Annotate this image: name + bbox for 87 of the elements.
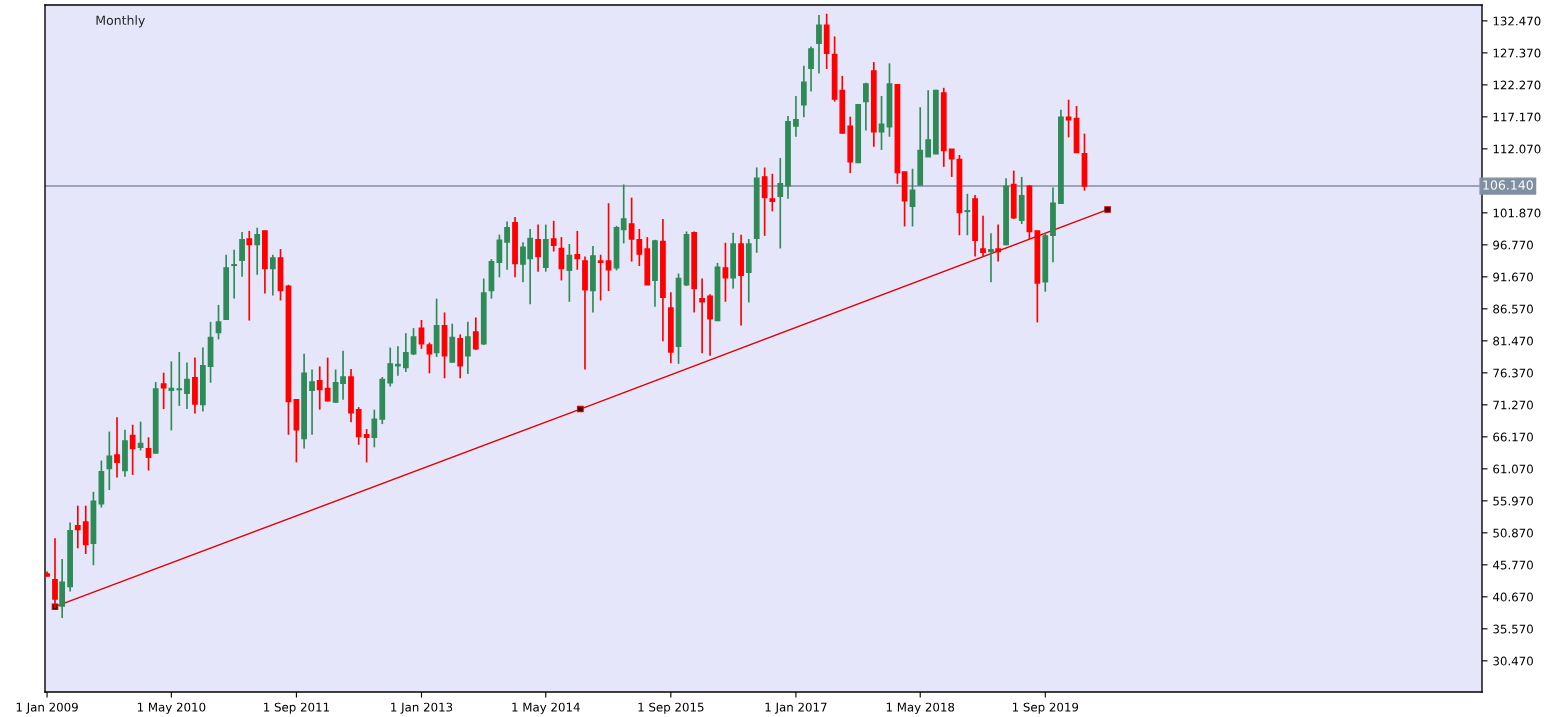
candlestick: [574, 230, 581, 271]
candlestick: [106, 430, 113, 491]
y-tick-label: 101.870: [1493, 208, 1541, 218]
candlestick: [402, 332, 409, 373]
candlestick: [426, 341, 433, 375]
candlestick: [948, 148, 955, 178]
candlestick: [464, 321, 471, 375]
candlestick: [761, 166, 768, 237]
candlestick: [114, 416, 120, 479]
point: [577, 405, 584, 413]
candlestick: [239, 231, 245, 278]
y-tick-label: 30.470: [1493, 656, 1533, 666]
candlestick: [246, 230, 253, 322]
candlestick: [980, 214, 986, 258]
x-tick-label: 1 Jan 2013: [391, 702, 453, 714]
candlestick: [82, 504, 89, 555]
candlestick: [769, 172, 776, 213]
y-tick-label: 86.570: [1493, 304, 1533, 314]
candlestick: [808, 45, 814, 93]
candlestick: [777, 157, 784, 250]
candlestick: [215, 304, 222, 341]
candlestick: [371, 408, 378, 449]
candlestick: [597, 253, 604, 302]
x-tick-label: 1 Sep 2019: [1012, 702, 1079, 714]
y-tick-label: 76.370: [1493, 368, 1533, 378]
point: [1104, 206, 1111, 213]
candlestick: [231, 248, 238, 300]
y-tick-label: 40.670: [1492, 592, 1533, 602]
y-tick-label: 132.470: [1493, 16, 1541, 26]
candlestick: [160, 371, 167, 410]
y-tick-label: 35.570: [1493, 624, 1533, 634]
candlestick: [722, 241, 729, 303]
candlestick: [964, 193, 971, 237]
candlestick: [925, 89, 932, 158]
candlestick: [699, 277, 705, 355]
x-tick-label: 1 Sep 2011: [264, 702, 329, 714]
y-tick-label: 71.270: [1493, 400, 1533, 410]
candlestick: [410, 327, 417, 356]
text: Monthly: [96, 15, 145, 28]
x-tick-label: 1 May 2014: [512, 702, 580, 714]
candlestick: [620, 183, 627, 245]
candlestick: [309, 368, 315, 436]
candlestick: [816, 14, 822, 75]
candlestick: [995, 223, 1002, 263]
y-tick-label: 96.770: [1493, 240, 1533, 250]
x-tick-label: 1 Jan 2017: [765, 702, 827, 714]
candlestick: [566, 243, 573, 303]
y-tick-label: 127.370: [1493, 48, 1541, 58]
y-tick-label: 91.670: [1493, 272, 1533, 282]
candlestick: [793, 95, 799, 138]
candlestick: [324, 356, 331, 403]
y-tick-label: 117.170: [1493, 112, 1541, 122]
candlestick: [550, 219, 557, 253]
y-tick-label: 66.170: [1493, 432, 1533, 442]
x-tick-label: 1 May 2010: [137, 702, 206, 714]
y-tick-label: 112.070: [1493, 144, 1541, 154]
y-tick-label: 122.270: [1493, 80, 1541, 90]
y-tick-label: 50.870: [1493, 528, 1533, 538]
candlestick: [184, 361, 190, 410]
candlestick: [254, 226, 261, 276]
candlestick: [129, 423, 136, 476]
candlestick: [395, 345, 401, 377]
y-tick-label: 81.470: [1493, 336, 1533, 346]
y-tick-label: 45.770: [1492, 560, 1533, 570]
candlestick: [363, 428, 370, 464]
y-tick-label: 61.070: [1493, 464, 1533, 474]
candlestick: [504, 220, 510, 271]
candlestick: [59, 558, 66, 619]
candlestick: [176, 351, 183, 407]
candlestick: [74, 504, 81, 550]
candlestick: [988, 232, 994, 284]
candlestick: [472, 316, 479, 351]
candlestick: [168, 360, 175, 432]
candlestick: [269, 253, 276, 297]
ref-line-label: 106.140: [1483, 180, 1533, 190]
y-tick-label: 55.970: [1493, 496, 1533, 506]
candlestick: [387, 346, 394, 388]
x-tick-label: 1 Sep 2015: [638, 702, 704, 714]
candlestick: [800, 65, 807, 119]
x-tick-label: 1 May 2018: [886, 702, 955, 714]
x-tick-label: 1 Jan 2009: [16, 702, 78, 714]
candlestick: [316, 365, 323, 411]
candlestick: [863, 81, 869, 132]
candlestick: [535, 223, 541, 273]
candlestick: [707, 293, 713, 357]
candlestick: [1065, 98, 1072, 139]
candlestick: [909, 167, 916, 228]
